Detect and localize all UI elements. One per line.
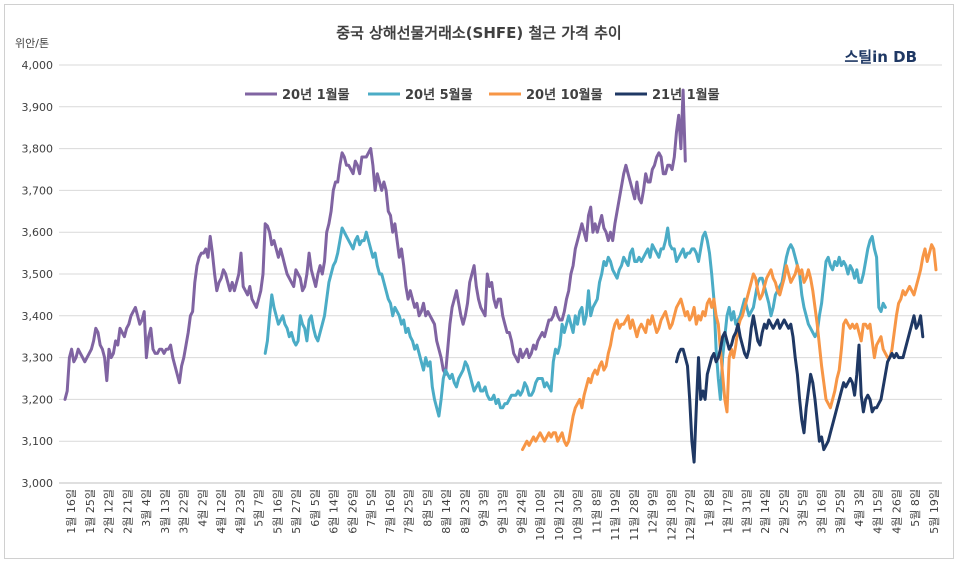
x-tick-label: 3월 16일 bbox=[814, 489, 828, 534]
x-axis-ticks: 1월 16일 1월 25일 2월 12일 2월 21일 3월 4일 3월 13일 3월 22… bbox=[64, 489, 941, 541]
x-tick-label: 12월 18일 bbox=[664, 489, 678, 541]
x-tick-label: 3월 13일 bbox=[158, 489, 172, 534]
source-label: 스틸in DB bbox=[844, 48, 917, 66]
x-tick-label: 4월 26일 bbox=[889, 489, 903, 534]
x-tick-label: 9월 3일 bbox=[477, 489, 491, 527]
y-tick-label: 3,700 bbox=[22, 184, 54, 197]
x-tick-label: 10월 21일 bbox=[552, 489, 566, 541]
series-line-1 bbox=[63, 88, 687, 401]
x-tick-label: 3월 5일 bbox=[796, 489, 810, 527]
series-line-4 bbox=[675, 314, 925, 464]
x-tick-label: 1월 17일 bbox=[721, 489, 735, 534]
x-tick-label: 4월 15일 bbox=[871, 489, 885, 534]
chart-frame: 중국 상해선물거래소(SHFE) 철근 가격 추이 위안/톤 스틸in DB 3… bbox=[4, 4, 954, 559]
y-tick-label: 3,800 bbox=[22, 143, 54, 156]
x-tick-label: 6월 14일 bbox=[327, 489, 341, 534]
y-tick-label: 3,400 bbox=[22, 310, 54, 323]
x-tick-label: 3월 4일 bbox=[139, 489, 153, 527]
legend-label-2: 20년 5월물 bbox=[405, 87, 473, 103]
x-tick-label: 9월 24일 bbox=[514, 489, 528, 534]
x-tick-label: 4월 2일 bbox=[195, 489, 209, 527]
x-tick-label: 8월 5일 bbox=[420, 489, 434, 527]
series-line-3 bbox=[521, 243, 938, 452]
y-tick-label: 3,900 bbox=[22, 101, 54, 114]
x-tick-label: 11월 28일 bbox=[627, 489, 641, 541]
legend-label-3: 20년 10월물 bbox=[526, 87, 603, 103]
x-tick-label: 12월 27일 bbox=[683, 489, 697, 541]
x-tick-label: 1월 16일 bbox=[64, 489, 78, 534]
x-tick-label: 2월 21일 bbox=[120, 489, 134, 534]
x-tick-label: 7월 25일 bbox=[402, 489, 416, 534]
x-tick-label: 7월 5일 bbox=[364, 489, 378, 527]
x-tick-label: 2월 14일 bbox=[758, 489, 772, 534]
x-tick-label: 5월 27일 bbox=[289, 489, 303, 534]
x-tick-label: 4월 3일 bbox=[852, 489, 866, 527]
y-axis-ticks: 3,000 3,100 3,200 3,300 3,400 3,500 3,600 3,700… bbox=[22, 59, 54, 490]
x-tick-label: 1월 8일 bbox=[702, 489, 716, 527]
x-tick-label: 5월 19일 bbox=[927, 489, 941, 534]
x-tick-label: 6월 5일 bbox=[308, 489, 322, 527]
x-tick-label: 1월 31일 bbox=[739, 489, 753, 534]
legend-label-4: 21년 1월물 bbox=[652, 87, 720, 103]
x-tick-label: 6월 26일 bbox=[345, 489, 359, 534]
x-tick-label: 10월 30일 bbox=[571, 489, 585, 541]
y-tick-label: 4,000 bbox=[22, 59, 54, 72]
x-tick-label: 2월 12일 bbox=[102, 489, 116, 534]
x-tick-label: 5월 16일 bbox=[270, 489, 284, 534]
legend: 20년 1월물 20년 5월물 20년 10월물 21년 1월물 bbox=[245, 87, 720, 103]
x-tick-label: 10월 10일 bbox=[533, 489, 547, 541]
y-tick-label: 3,500 bbox=[22, 268, 54, 281]
gridlines bbox=[59, 64, 942, 484]
x-tick-label: 5월 8일 bbox=[908, 489, 922, 527]
x-tick-label: 3월 25일 bbox=[833, 489, 847, 534]
x-tick-label: 3월 22일 bbox=[177, 489, 191, 534]
y-tick-label: 3,300 bbox=[22, 352, 54, 365]
y-axis-unit-label: 위안/톤 bbox=[15, 37, 49, 50]
x-tick-label: 11월 19일 bbox=[608, 489, 622, 541]
x-tick-label: 7월 16일 bbox=[383, 489, 397, 534]
x-tick-label: 2월 25일 bbox=[777, 489, 791, 534]
x-tick-label: 4월 23일 bbox=[233, 489, 247, 534]
y-tick-label: 3,200 bbox=[22, 393, 54, 406]
x-tick-label: 4월 12일 bbox=[214, 489, 228, 534]
x-tick-label: 8월 23일 bbox=[458, 489, 472, 534]
line-chart: 중국 상해선물거래소(SHFE) 철근 가격 추이 위안/톤 스틸in DB 3… bbox=[15, 24, 942, 541]
legend-label-1: 20년 1월물 bbox=[282, 87, 350, 103]
y-tick-label: 3,100 bbox=[22, 435, 54, 448]
chart-title: 중국 상해선물거래소(SHFE) 철근 가격 추이 bbox=[336, 24, 621, 42]
y-tick-label: 3,000 bbox=[22, 477, 54, 490]
x-tick-label: 9월 13일 bbox=[496, 489, 510, 534]
y-tick-label: 3,600 bbox=[22, 226, 54, 239]
x-tick-label: 5월 7일 bbox=[252, 489, 266, 527]
x-tick-label: 8월 14일 bbox=[439, 489, 453, 534]
series-lines bbox=[63, 88, 938, 464]
x-tick-label: 12월 9일 bbox=[646, 489, 660, 534]
x-tick-label: 11월 8일 bbox=[589, 489, 603, 534]
x-tick-label: 1월 25일 bbox=[83, 489, 97, 534]
